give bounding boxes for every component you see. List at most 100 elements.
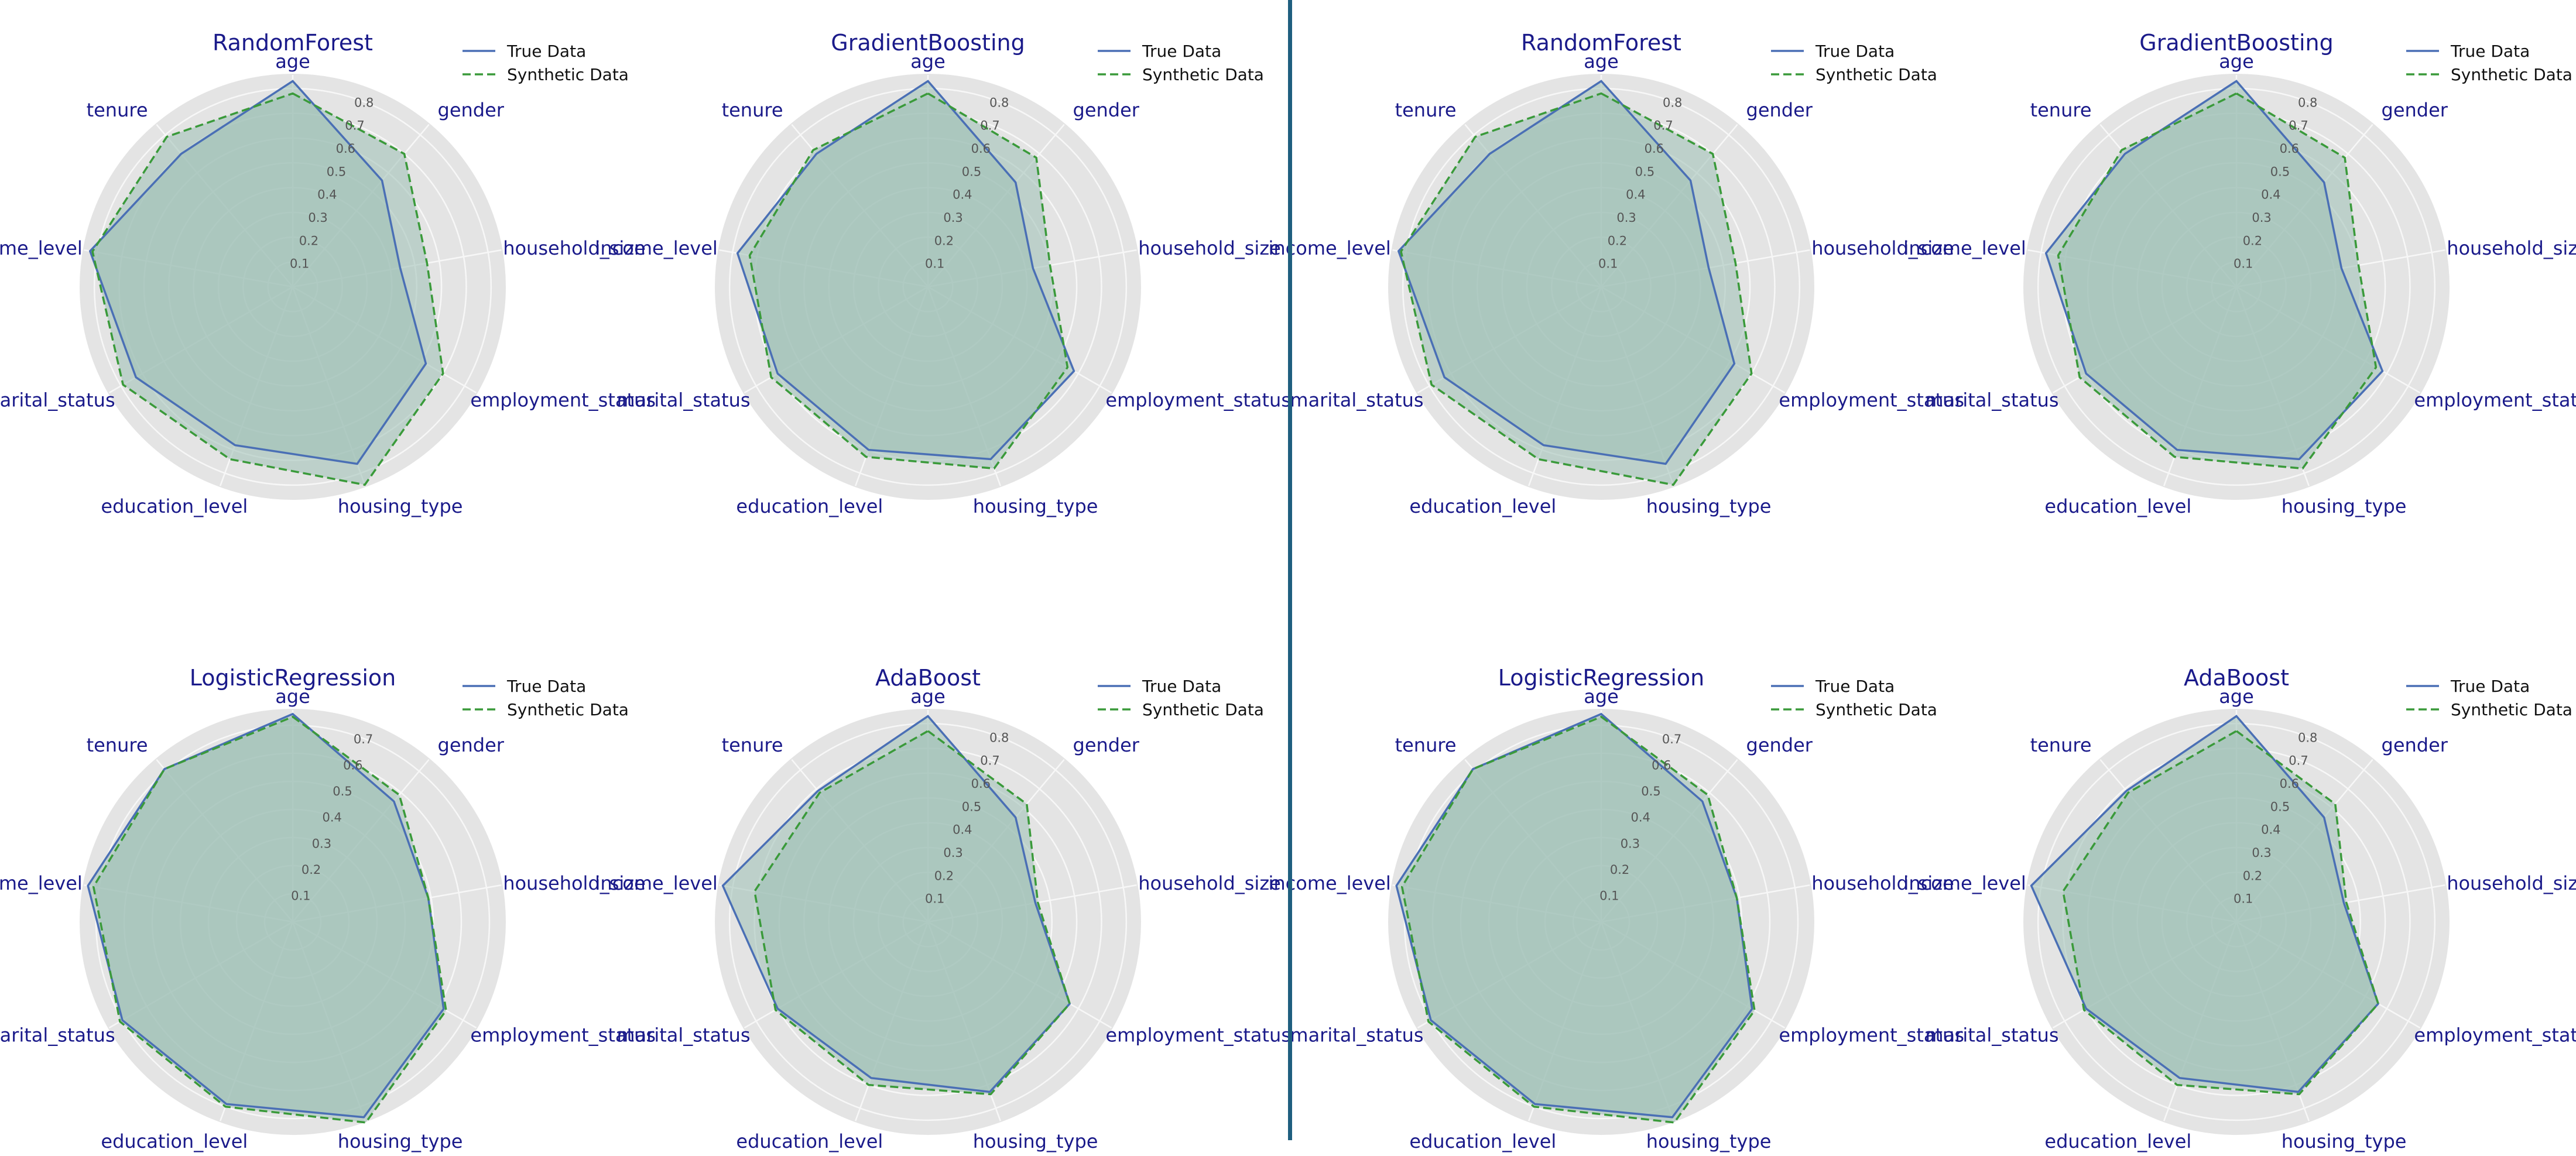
axis-label: gender xyxy=(438,734,505,756)
axis-label: age xyxy=(275,50,310,73)
axis-label: gender xyxy=(1746,99,1813,121)
radial-tick-label: 0.2 xyxy=(2243,869,2262,883)
axis-label: household_size xyxy=(2447,237,2576,259)
radar-panel: 0.1 0.2 0.3 0.4 0.5 0.6 0.7 age gender household_… xyxy=(0,665,656,1152)
legend-true-label: True Data xyxy=(506,42,586,61)
synthetic-data-line xyxy=(2062,729,2380,1096)
axis-label: education_level xyxy=(101,495,248,517)
legend-true-label: True Data xyxy=(1142,42,1221,61)
axis-label: age xyxy=(2219,685,2254,708)
axis-label: education_level xyxy=(1409,1130,1556,1152)
synthetic-data-area xyxy=(1402,716,1755,1123)
true-data-line xyxy=(87,712,445,1119)
radial-tick-label: 0.1 xyxy=(925,257,944,271)
axis-label: income_level xyxy=(1904,872,2026,894)
axis-label: employment_status xyxy=(2414,389,2576,411)
true-data-line xyxy=(1395,712,1753,1119)
axis-label: tenure xyxy=(2030,734,2092,756)
axis-label: education_level xyxy=(1409,495,1556,517)
true-data-line xyxy=(2044,80,2384,461)
legend-synthetic-label: Synthetic Data xyxy=(1815,65,1937,84)
chart-title: AdaBoost xyxy=(2184,665,2289,691)
legend-true-label: True Data xyxy=(2450,677,2530,696)
legend-true-label: True Data xyxy=(2450,42,2530,61)
radial-tick-label: 0.3 xyxy=(2252,211,2271,225)
panel-divider xyxy=(1288,0,1292,1140)
legend-synthetic-label: Synthetic Data xyxy=(2451,65,2572,84)
axis-label: tenure xyxy=(87,99,148,121)
radial-tick-label: 0.7 xyxy=(2289,119,2308,133)
axis-label: tenure xyxy=(1395,99,1457,121)
axis-label: marital_status xyxy=(616,1024,750,1047)
chart-title: LogisticRegression xyxy=(190,665,396,691)
radial-tick-label: 0.6 xyxy=(2280,142,2299,156)
axis-label: tenure xyxy=(2030,99,2092,121)
axis-label: housing_type xyxy=(973,1130,1098,1152)
radial-tick-label: 0.2 xyxy=(1608,234,1627,248)
synthetic-data-area xyxy=(2063,730,2379,1095)
axis-label: employment_status xyxy=(1105,1024,1291,1047)
legend-true-label: True Data xyxy=(506,677,586,696)
radial-tick-label: 0.5 xyxy=(327,164,346,179)
true-data-line xyxy=(88,80,427,465)
radial-tick-label: 0.4 xyxy=(1630,811,1650,825)
axis-label: income_level xyxy=(0,237,83,259)
chart-title: GradientBoosting xyxy=(2139,30,2333,56)
axis-label: age xyxy=(910,50,946,73)
radial-tick-label: 0.4 xyxy=(317,188,337,202)
true-data-line xyxy=(2030,715,2380,1093)
synthetic-data-line xyxy=(1400,715,1756,1124)
radial-tick-label: 0.2 xyxy=(299,234,318,248)
axis-label: income_level xyxy=(0,872,83,894)
synthetic-data-line xyxy=(1400,92,1753,486)
radial-tick-label: 0.7 xyxy=(345,119,364,133)
axis-label: tenure xyxy=(1395,734,1457,756)
axis-label: household_size xyxy=(2447,872,2576,894)
radial-tick-label: 0.2 xyxy=(934,234,954,248)
true-data-line xyxy=(736,80,1075,461)
radial-tick-label: 0.8 xyxy=(989,95,1009,109)
radial-tick-label: 0.3 xyxy=(308,211,327,225)
synthetic-data-area xyxy=(2058,93,2376,469)
radial-tick-label: 0.1 xyxy=(2234,892,2253,906)
legend-synthetic-label: Synthetic Data xyxy=(507,700,629,719)
axis-label: employment_status xyxy=(1779,1024,1964,1047)
axis-label: household_size xyxy=(1811,237,1954,259)
radial-tick-label: 0.8 xyxy=(2298,730,2317,745)
chart-title: RandomForest xyxy=(1521,30,1681,56)
radar-panel: 0.1 0.2 0.3 0.4 0.5 0.6 0.7 0.8 age gender househo… xyxy=(0,30,656,517)
axis-label: marital_status xyxy=(1290,389,1423,411)
radial-tick-label: 0.1 xyxy=(1598,257,1618,271)
radial-tick-label: 0.3 xyxy=(1616,211,1636,225)
radial-tick-label: 0.4 xyxy=(2261,823,2280,837)
axis-label: gender xyxy=(1073,99,1140,121)
radial-tick-label: 0.7 xyxy=(980,119,999,133)
chart-title: LogisticRegression xyxy=(1498,665,1704,691)
axis-label: employment_status xyxy=(470,389,656,411)
synthetic-data-area xyxy=(93,716,446,1123)
synthetic-data-area xyxy=(93,93,443,485)
radial-tick-label: 0.7 xyxy=(354,732,373,746)
axis-label: income_level xyxy=(1269,237,1391,259)
radial-tick-label: 0.3 xyxy=(2252,846,2271,860)
chart-title: GradientBoosting xyxy=(831,30,1025,56)
axis-label: tenure xyxy=(87,734,148,756)
axis-label: employment_status xyxy=(1105,389,1291,411)
radial-tick-label: 0.4 xyxy=(322,811,341,825)
axis-label: tenure xyxy=(722,734,783,756)
radial-tick-label: 0.7 xyxy=(1653,119,1673,133)
synthetic-data-line xyxy=(748,92,1069,470)
radial-tick-label: 0.7 xyxy=(1662,732,1681,746)
radial-tick-label: 0.2 xyxy=(934,869,954,883)
axis-label: education_level xyxy=(736,495,883,517)
radial-tick-label: 0.5 xyxy=(962,164,981,179)
radial-tick-label: 0.4 xyxy=(953,188,972,202)
axis-label: tenure xyxy=(722,99,783,121)
axis-label: income_level xyxy=(595,872,718,894)
radial-tick-label: 0.7 xyxy=(980,754,999,768)
axis-label: employment_status xyxy=(2414,1024,2576,1047)
legend-synthetic-label: Synthetic Data xyxy=(1142,65,1264,84)
legend-synthetic-label: Synthetic Data xyxy=(507,65,629,84)
synthetic-data-line xyxy=(92,715,447,1124)
